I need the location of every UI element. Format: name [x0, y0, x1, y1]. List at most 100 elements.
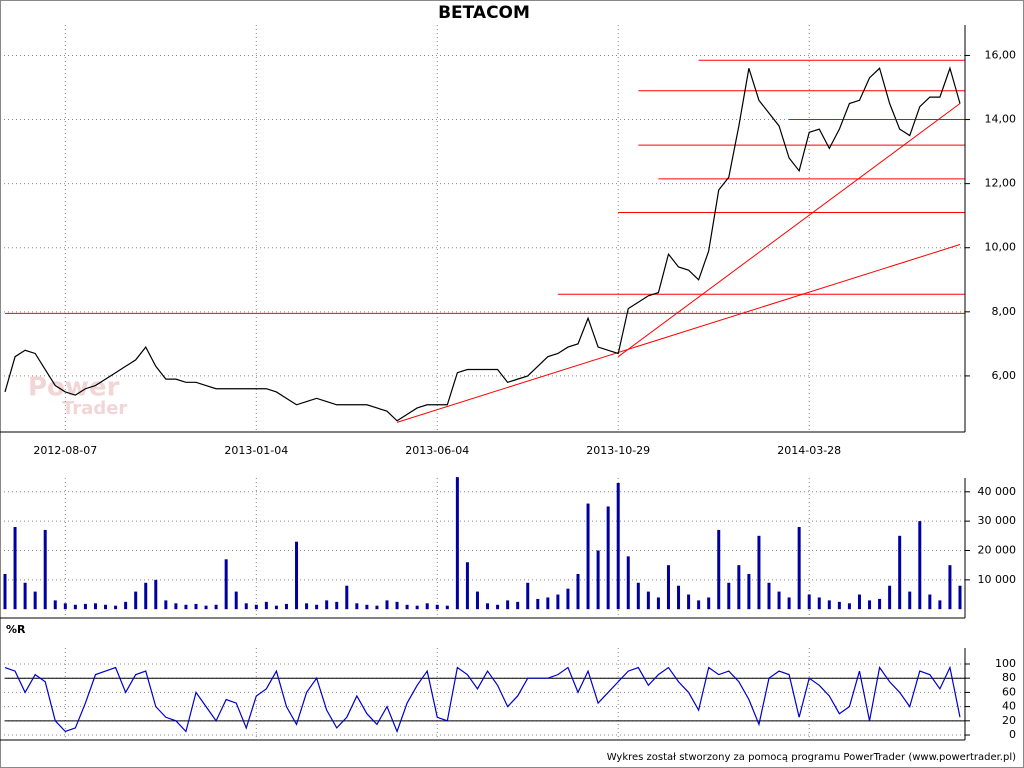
y-tick-label: 100 [995, 657, 1016, 670]
volume-bar [254, 604, 258, 610]
y-tick-label: 40 [1002, 700, 1016, 713]
volume-bar [445, 605, 449, 610]
volume-bar [415, 605, 419, 610]
volume-bar [154, 579, 158, 610]
volume-bar [435, 604, 439, 610]
volume-bar [335, 601, 339, 610]
volume-bar [33, 591, 37, 610]
volume-bar [857, 594, 861, 610]
y-tick-label: 20 [1002, 714, 1016, 727]
volume-bar [717, 529, 721, 610]
volume-bar [234, 591, 238, 610]
volume-bar [646, 591, 650, 610]
volume-bar [586, 503, 590, 610]
y-tick-label: 12,00 [985, 177, 1017, 190]
y-tick-label: 16,00 [985, 48, 1017, 61]
volume-bar [827, 600, 831, 610]
y-tick-label: 6,00 [992, 369, 1017, 382]
panel-title: %R [6, 623, 26, 636]
volume-bar [928, 594, 932, 610]
volume-bar [425, 603, 429, 610]
volume-bar [837, 601, 841, 610]
volume-bar [948, 565, 952, 610]
y-tick-label: 30 000 [978, 514, 1017, 527]
volume-bar [104, 604, 108, 610]
volume-bar [516, 601, 520, 610]
volume-bar [636, 582, 640, 610]
volume-bar [3, 573, 7, 610]
volume-bar [385, 600, 389, 610]
volume-bar [747, 573, 751, 610]
footer: Wykres został stworzony za pomocą progra… [607, 752, 1016, 763]
volume-bar [13, 527, 17, 610]
x-tick-label: 2014-03-28 [777, 444, 841, 457]
y-tick-label: 40 000 [978, 485, 1017, 498]
chart-title: BETACOM [438, 3, 530, 23]
volume-bar [315, 604, 319, 610]
volume-bar [365, 604, 369, 610]
volume-bar [224, 559, 228, 610]
trend-line [396, 244, 961, 423]
series-line [4, 665, 961, 734]
volume-bar [938, 600, 942, 610]
volume-bar [898, 535, 902, 610]
volume-bar [73, 604, 77, 610]
volume-bar [666, 565, 670, 610]
volume-bar [93, 603, 97, 610]
y-tick-label: 20 000 [978, 543, 1017, 556]
series-line [4, 66, 961, 422]
volume-bar [616, 482, 620, 610]
y-tick-label: 60 [1002, 685, 1016, 698]
y-tick-label: 80 [1002, 671, 1016, 684]
x-tick-label: 2013-01-04 [224, 444, 288, 457]
volume-bar [566, 588, 570, 610]
volume-bar [83, 603, 87, 610]
volume-bar [878, 598, 882, 610]
volume-bar [707, 597, 711, 610]
volume-bar [767, 582, 771, 610]
volume-bar [395, 601, 399, 610]
volume-bar [23, 582, 27, 610]
volume-bar [868, 600, 872, 610]
volume-bar [325, 600, 329, 610]
volume-bar [797, 527, 801, 610]
volume-bar [164, 600, 168, 610]
volume-bar [486, 603, 490, 610]
volume-bar [677, 585, 681, 610]
volume-bar [475, 591, 479, 610]
volume-bar [53, 600, 57, 610]
volume-bar [526, 582, 530, 610]
volume-bar [787, 597, 791, 610]
volume-bar [63, 603, 67, 610]
volume-bar [405, 604, 409, 610]
volume-bar [174, 603, 178, 610]
volume-bar [144, 582, 148, 610]
volume-bar [355, 603, 359, 610]
watermark: Trader [62, 398, 127, 419]
volume-bar [274, 605, 278, 610]
volume-bar [546, 597, 550, 610]
volume-bar [506, 600, 510, 610]
volume-bar [576, 573, 580, 610]
volume-bar [244, 603, 248, 610]
volume-bar [656, 597, 660, 610]
volume-bar [264, 601, 268, 610]
volume-bar [777, 591, 781, 610]
volume-bar [124, 601, 128, 610]
volume-bar [847, 603, 851, 610]
volume-bar [757, 535, 761, 610]
volume-bar [43, 529, 47, 610]
volume-bar [114, 605, 118, 610]
watermark: Power [28, 373, 120, 403]
volume-bar [345, 585, 349, 610]
y-tick-label: 8,00 [992, 305, 1017, 318]
y-tick-label: 0 [1009, 728, 1016, 741]
y-tick-label: 14,00 [985, 113, 1017, 126]
volume-bar [687, 594, 691, 610]
volume-bar [375, 605, 379, 610]
volume-bar [817, 597, 821, 610]
volume-bar [918, 521, 922, 610]
